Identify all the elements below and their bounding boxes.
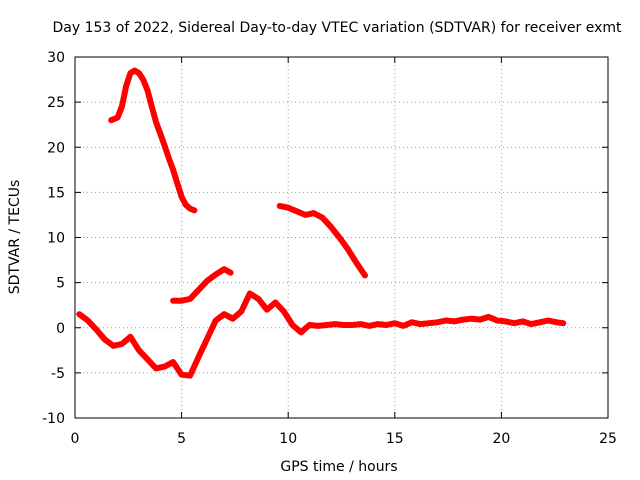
x-tick-label: 0 bbox=[71, 431, 80, 447]
data-series bbox=[76, 67, 567, 379]
y-tick-labels: -10 -5 0 5 10 15 20 25 30 bbox=[42, 50, 65, 427]
y-tick-label: 15 bbox=[47, 185, 65, 201]
y-tick-label: 25 bbox=[47, 95, 65, 111]
chart-title: Day 153 of 2022, Sidereal Day-to-day VTE… bbox=[53, 20, 623, 36]
series-line-arc-1 bbox=[108, 67, 198, 214]
y-tick-label: 0 bbox=[56, 321, 65, 337]
y-tick-label: -10 bbox=[42, 411, 65, 427]
x-tick-label: 15 bbox=[386, 431, 404, 447]
y-tick-label: 30 bbox=[47, 50, 65, 66]
x-axis-label: GPS time / hours bbox=[280, 459, 397, 475]
series-line-arc-4 bbox=[76, 290, 567, 379]
x-tick-label: 5 bbox=[177, 431, 186, 447]
series-line-arc-3 bbox=[276, 202, 368, 279]
y-tick-label: 20 bbox=[47, 140, 65, 156]
grid-lines bbox=[75, 57, 608, 418]
x-tick-label: 10 bbox=[279, 431, 297, 447]
x-tick-label: 20 bbox=[492, 431, 510, 447]
x-tick-labels: 0 5 10 15 20 25 bbox=[71, 431, 617, 447]
y-axis-label: SDTVAR / TECUs bbox=[7, 180, 23, 295]
y-tick-label: -5 bbox=[51, 366, 65, 382]
y-tick-label: 5 bbox=[56, 276, 65, 292]
axis-ticks bbox=[74, 56, 609, 419]
series-line-arc-2 bbox=[170, 266, 234, 304]
x-tick-label: 25 bbox=[599, 431, 617, 447]
y-tick-label: 10 bbox=[47, 231, 65, 247]
